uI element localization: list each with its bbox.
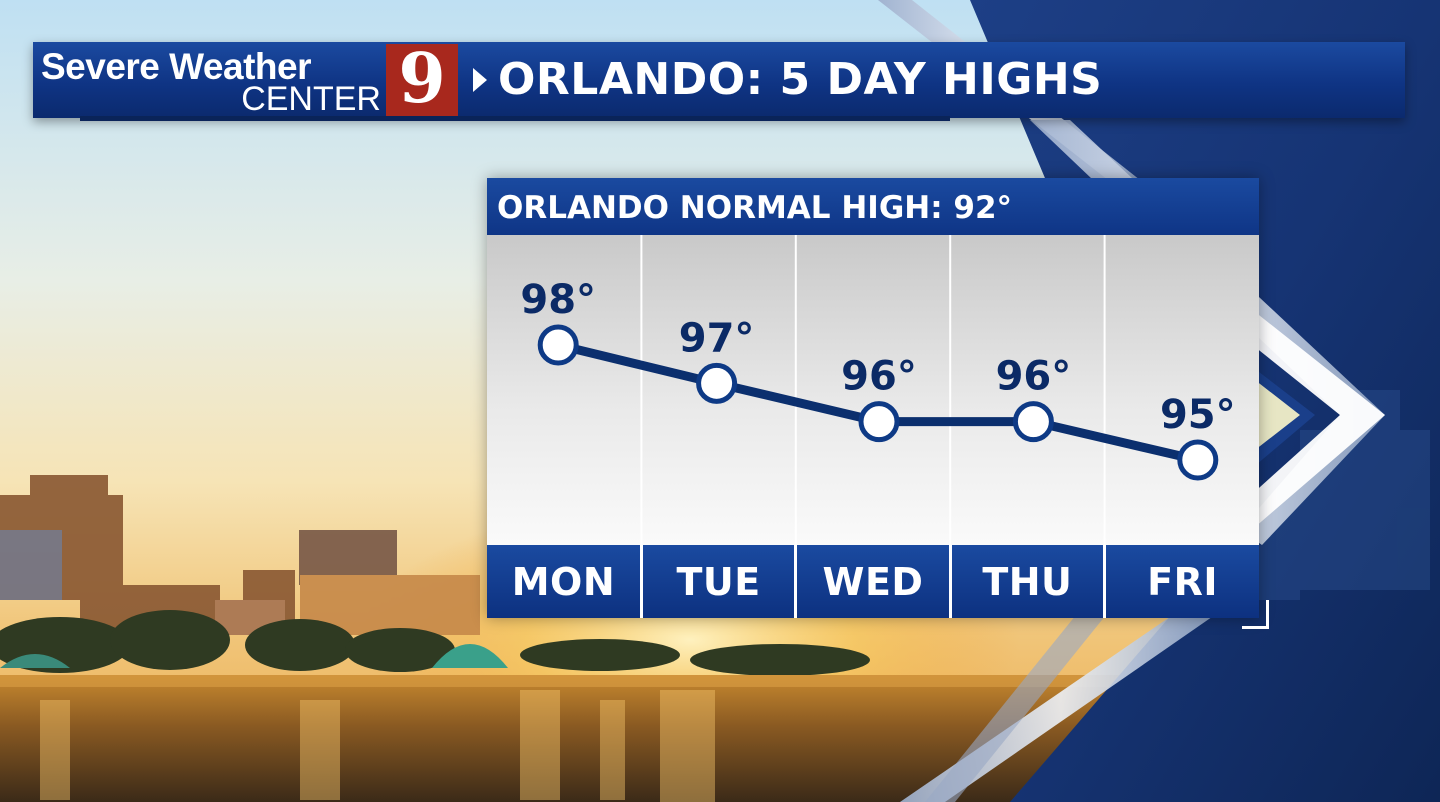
day-cell-tue: TUE: [642, 545, 795, 618]
page-title: ORLANDO: 5 DAY HIGHS: [498, 54, 1103, 105]
header-underline: [80, 116, 950, 121]
data-label-thu: 96°: [996, 354, 1072, 400]
channel-9-logo-badge: 9: [386, 39, 458, 119]
day-cell-fri: FRI: [1106, 545, 1259, 618]
data-label-tue: 97°: [679, 315, 755, 361]
logo-number: 9: [398, 39, 446, 119]
data-point-fri: [1177, 439, 1219, 481]
x-tick-label: MON: [511, 559, 616, 604]
x-tick-label: FRI: [1147, 559, 1218, 604]
day-cell-mon: MON: [487, 545, 640, 618]
x-tick-label: TUE: [676, 559, 761, 604]
chevron-right-icon: [473, 68, 487, 92]
data-point-wed: [858, 401, 900, 443]
data-point-thu: [1012, 401, 1054, 443]
day-cell-thu: THU: [951, 545, 1104, 618]
logo-line-1: Severe Weather: [41, 46, 311, 87]
data-label-mon: 98°: [520, 277, 596, 323]
logo-line-2: CENTER: [241, 80, 381, 118]
data-label-fri: 95°: [1160, 392, 1236, 438]
x-tick-label: WED: [822, 559, 924, 604]
header-bar: Severe Weather CENTER 9 ORLANDO: 5 DAY H…: [33, 42, 1405, 118]
data-label-wed: 96°: [841, 354, 917, 400]
day-cell-wed: WED: [797, 545, 949, 618]
day-labels-bar: MON TUE WED THU FRI: [487, 545, 1259, 618]
line-chart-plot: 98° 97° 96° 96° 95°: [487, 235, 1259, 545]
chart-title-bar: ORLANDO NORMAL HIGH: 92°: [487, 178, 1259, 235]
chart-title: ORLANDO NORMAL HIGH: 92°: [497, 190, 1013, 226]
data-point-mon: [537, 324, 579, 366]
corner-bracket: [1242, 600, 1269, 629]
chart-panel: ORLANDO NORMAL HIGH: 92° 98° 97° 96° 96° 95°…: [487, 178, 1259, 618]
x-tick-label: THU: [982, 559, 1073, 604]
data-point-tue: [696, 362, 738, 404]
station-logo-text: Severe Weather CENTER: [41, 44, 381, 118]
